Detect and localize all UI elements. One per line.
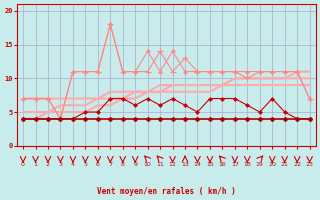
X-axis label: Vent moyen/en rafales ( km/h ): Vent moyen/en rafales ( km/h ) [97,187,236,196]
